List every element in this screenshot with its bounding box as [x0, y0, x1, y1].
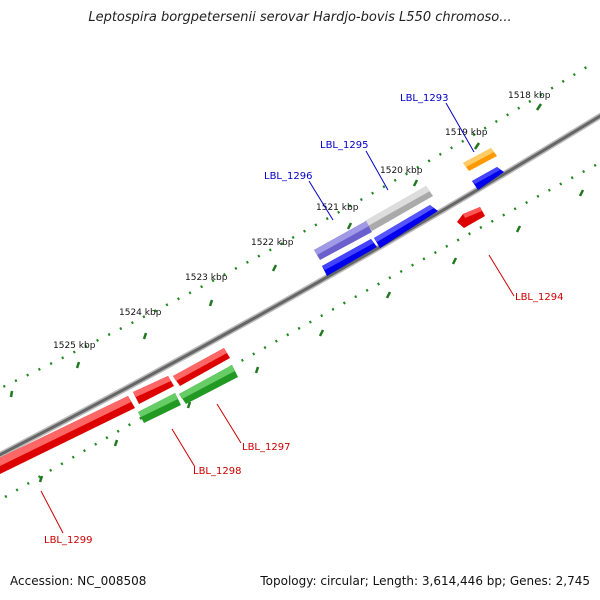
inner-ruler-arc [4, 161, 600, 499]
gene-LBL_1299[interactable] [0, 396, 135, 474]
gene-feature-blue-small[interactable] [472, 167, 504, 190]
tick-mark [346, 222, 353, 230]
leader-LBL_1293 [445, 102, 475, 153]
gene-label-LBL_1296[interactable]: LBL_1296 [264, 171, 312, 182]
tick-mark [208, 299, 214, 307]
tick-mark [75, 361, 81, 369]
leader-LBL_1299 [40, 490, 64, 534]
tick-mark [254, 366, 260, 374]
leader-LBL_1298 [171, 428, 196, 468]
gene-label-LBL_1294[interactable]: LBL_1294 [515, 292, 563, 303]
leader-LBL_1297 [216, 403, 242, 444]
tick-mark [318, 329, 325, 337]
inner-major-ticks [38, 189, 585, 483]
leader-LBL_1294 [488, 254, 515, 297]
gene-label-LBL_1295[interactable]: LBL_1295 [320, 140, 368, 151]
gene-feature-gray[interactable] [365, 186, 433, 231]
tick-mark [9, 390, 14, 398]
tick-mark [578, 189, 585, 197]
gene-LBL_1297[interactable] [179, 365, 238, 404]
kbp-label-1521: 1521 kbp [316, 203, 359, 213]
gene-label-LBL_1298[interactable]: LBL_1298 [193, 466, 241, 477]
gene-LBL_1298[interactable] [138, 393, 181, 423]
gene-LBL_1294[interactable] [457, 207, 485, 228]
leader-LBL_1295 [365, 150, 389, 191]
gene-feature-blue-large[interactable] [322, 239, 377, 276]
outer-major-ticks [9, 103, 543, 398]
genome-info-text: Topology: circular; Length: 3,614,446 bp… [260, 574, 590, 588]
kbp-label-1523: 1523 kbp [185, 273, 228, 283]
tick-mark [451, 257, 458, 265]
gene-label-LBL_1293[interactable]: LBL_1293 [400, 93, 448, 104]
tick-mark [473, 142, 481, 150]
gene-feature-red-mid[interactable] [133, 376, 174, 404]
leader-LBL_1296 [308, 180, 334, 221]
outer-ruler-arc [0, 63, 591, 390]
gene-LBL_1295[interactable] [374, 205, 438, 248]
gene-label-LBL_1299[interactable]: LBL_1299 [44, 535, 92, 546]
tick-mark [385, 291, 392, 299]
kbp-label-1520: 1520 kbp [380, 166, 423, 176]
kbp-label-1522: 1522 kbp [251, 238, 294, 248]
kbp-label-1525: 1525 kbp [53, 341, 96, 351]
kbp-label-1524: 1524 kbp [119, 308, 162, 318]
tick-mark [186, 401, 192, 409]
accession-text: Accession: NC_008508 [10, 574, 147, 588]
tick-mark [38, 475, 44, 483]
gene-LBL_1296[interactable] [314, 221, 372, 260]
tick-mark [515, 225, 522, 233]
genome-backbone-shade [0, 114, 600, 457]
gene-LBL_1293[interactable] [463, 148, 497, 171]
tick-mark [142, 332, 148, 340]
kbp-label-1518: 1518 kbp [508, 91, 551, 101]
tick-mark [113, 439, 119, 447]
gene-label-LBL_1297[interactable]: LBL_1297 [242, 442, 290, 453]
tick-mark [412, 179, 419, 187]
gene-feature-red-upper[interactable] [173, 348, 230, 386]
map-title: Leptospira borgpetersenii serovar Hardjo… [88, 10, 512, 25]
kbp-label-1519: 1519 kbp [445, 128, 488, 138]
tick-mark [271, 264, 278, 272]
tick-mark [535, 103, 543, 111]
